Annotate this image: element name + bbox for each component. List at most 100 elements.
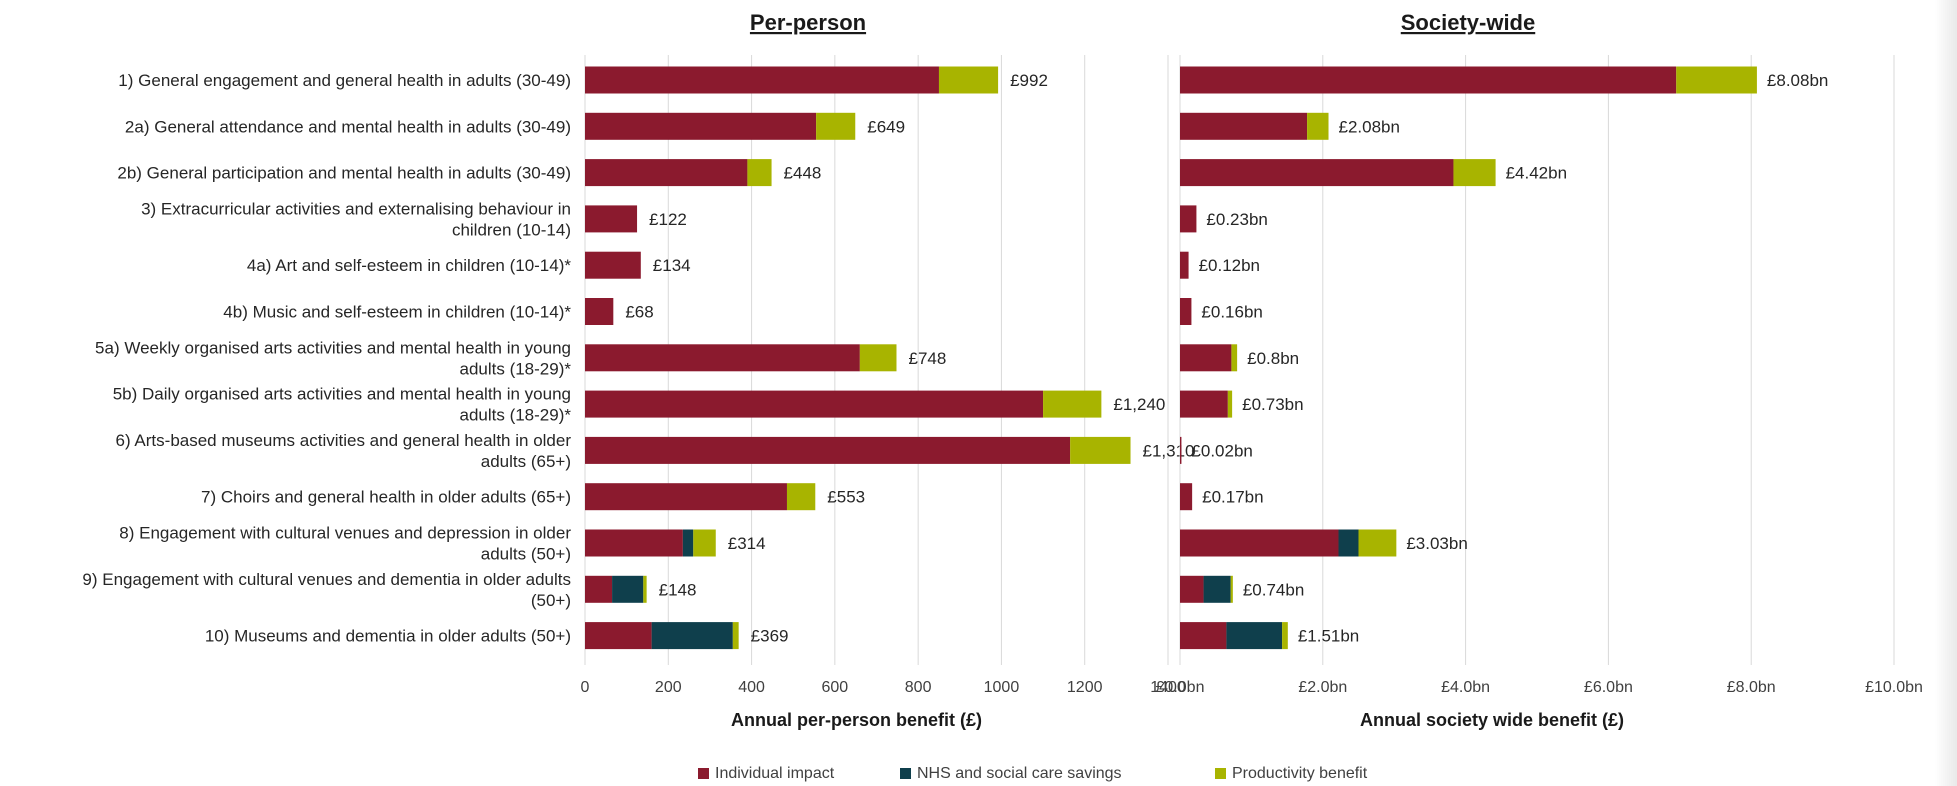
- bar-total-label: £1,310: [1143, 441, 1195, 460]
- window-edge-shadow: [1935, 0, 1957, 786]
- x-tick-label: 200: [655, 679, 682, 696]
- panel-title: Society-wide: [1401, 10, 1535, 35]
- bar-segment-individual: [1180, 390, 1228, 418]
- bar-segment-productivity: [1676, 66, 1757, 94]
- bar-segment-individual: [1180, 298, 1192, 325]
- bar-total-label: £4.42bn: [1506, 164, 1567, 183]
- x-tick-label: 600: [822, 679, 849, 696]
- row-label: (50+): [531, 591, 571, 610]
- x-tick-label: 1000: [984, 679, 1020, 696]
- bar-segment-productivity: [1231, 344, 1238, 372]
- bar-segment-productivity: [643, 575, 647, 603]
- bar-segment-individual: [1180, 622, 1227, 650]
- bar-segment-productivity: [1227, 390, 1233, 418]
- bar-segment-productivity: [1043, 390, 1102, 418]
- bar-segment-nhs: [651, 622, 733, 650]
- bar-segment-individual: [585, 66, 939, 94]
- bar-total-label: £448: [784, 164, 822, 183]
- bar-segment-individual: [585, 344, 860, 372]
- x-tick-label: £4.0bn: [1441, 679, 1490, 696]
- row-label: adults (18-29)*: [459, 359, 571, 378]
- row-label: adults (50+): [481, 545, 571, 564]
- bar-segment-individual: [1180, 66, 1677, 94]
- x-tick-label: 800: [905, 679, 932, 696]
- bar-total-label: £1,240: [1113, 395, 1165, 414]
- bar-total-label: £1.51bn: [1298, 627, 1359, 646]
- bar-total-label: £2.08bn: [1339, 117, 1400, 136]
- bar-segment-productivity: [1070, 436, 1131, 464]
- row-label: 10) Museums and dementia in older adults…: [205, 627, 571, 646]
- bar-total-label: £148: [659, 580, 697, 599]
- bar-segment-individual: [585, 622, 652, 650]
- bar-total-label: £369: [751, 627, 789, 646]
- legend-label: Individual impact: [715, 765, 835, 782]
- bar-segment-individual: [585, 529, 683, 557]
- legend-label: Productivity benefit: [1232, 765, 1368, 782]
- panel-title: Per-person: [750, 10, 866, 35]
- row-label: 8) Engagement with cultural venues and d…: [119, 524, 571, 543]
- row-label: 5a) Weekly organised arts activities and…: [95, 338, 571, 357]
- bar-segment-individual: [1180, 483, 1193, 511]
- x-tick-label: 0: [581, 679, 590, 696]
- bar-segment-nhs: [1226, 622, 1283, 650]
- legend-swatch-nhs: [900, 768, 911, 779]
- bar-segment-individual: [1180, 575, 1204, 603]
- bar-segment-productivity: [732, 622, 739, 650]
- row-label: 5b) Daily organised arts activities and …: [113, 385, 571, 404]
- bar-segment-individual: [585, 390, 1044, 418]
- x-tick-label: 1200: [1067, 679, 1103, 696]
- bar-segment-productivity: [938, 66, 999, 94]
- bar-total-label: £0.17bn: [1202, 488, 1263, 507]
- bar-total-label: £0.02bn: [1191, 441, 1252, 460]
- bar-segment-individual: [585, 112, 817, 140]
- row-label: 6) Arts-based museums activities and gen…: [116, 431, 572, 450]
- bar-segment-individual: [1180, 159, 1454, 187]
- bar-total-label: £0.16bn: [1201, 303, 1262, 322]
- x-axis-label: Annual society wide benefit (£): [1360, 710, 1624, 730]
- bar-segment-productivity: [693, 529, 716, 557]
- bar-segment-productivity: [1453, 159, 1496, 187]
- bar-total-label: £992: [1010, 71, 1048, 90]
- x-tick-label: £8.0bn: [1727, 679, 1776, 696]
- bar-segment-productivity: [786, 483, 816, 511]
- bar-segment-individual: [1180, 529, 1339, 557]
- bar-segment-nhs: [682, 529, 694, 557]
- legend-swatch-individual: [698, 768, 709, 779]
- legend-swatch-productivity: [1215, 768, 1226, 779]
- x-tick-label: £2.0bn: [1298, 679, 1347, 696]
- bar-segment-productivity: [1358, 529, 1397, 557]
- bar-total-label: £8.08bn: [1767, 71, 1828, 90]
- row-label: 1) General engagement and general health…: [118, 71, 571, 90]
- x-axis-label: Annual per-person benefit (£): [731, 710, 982, 730]
- bar-segment-individual: [1180, 436, 1182, 464]
- bar-segment-productivity: [1230, 575, 1233, 603]
- bar-segment-nhs: [1203, 575, 1231, 603]
- legend-label: NHS and social care savings: [917, 765, 1122, 782]
- bar-segment-nhs: [612, 575, 644, 603]
- bar-segment-individual: [585, 483, 787, 511]
- bar-total-label: £553: [827, 488, 865, 507]
- bar-total-label: £0.74bn: [1243, 580, 1304, 599]
- bar-segment-individual: [585, 251, 641, 279]
- bar-segment-individual: [1180, 112, 1308, 140]
- bar-segment-individual: [585, 159, 748, 187]
- bar-total-label: £0.12bn: [1199, 256, 1260, 275]
- bar-segment-productivity: [747, 159, 772, 187]
- bar-total-label: £748: [908, 349, 946, 368]
- bar-segment-individual: [585, 575, 613, 603]
- bar-segment-productivity: [1307, 112, 1329, 140]
- bar-total-label: £0.8bn: [1247, 349, 1299, 368]
- bar-total-label: £0.73bn: [1242, 395, 1303, 414]
- row-label: 7) Choirs and general health in older ad…: [201, 488, 571, 507]
- bar-segment-nhs: [1338, 529, 1359, 557]
- bar-segment-individual: [1180, 251, 1189, 279]
- bar-total-label: £134: [653, 256, 691, 275]
- bar-segment-productivity: [859, 344, 897, 372]
- bar-total-label: £122: [649, 210, 687, 229]
- row-label: adults (18-29)*: [459, 406, 571, 425]
- bar-segment-individual: [585, 205, 638, 233]
- bar-total-label: £68: [625, 303, 653, 322]
- row-label: children (10-14): [452, 220, 571, 239]
- x-tick-label: £0.0bn: [1156, 679, 1205, 696]
